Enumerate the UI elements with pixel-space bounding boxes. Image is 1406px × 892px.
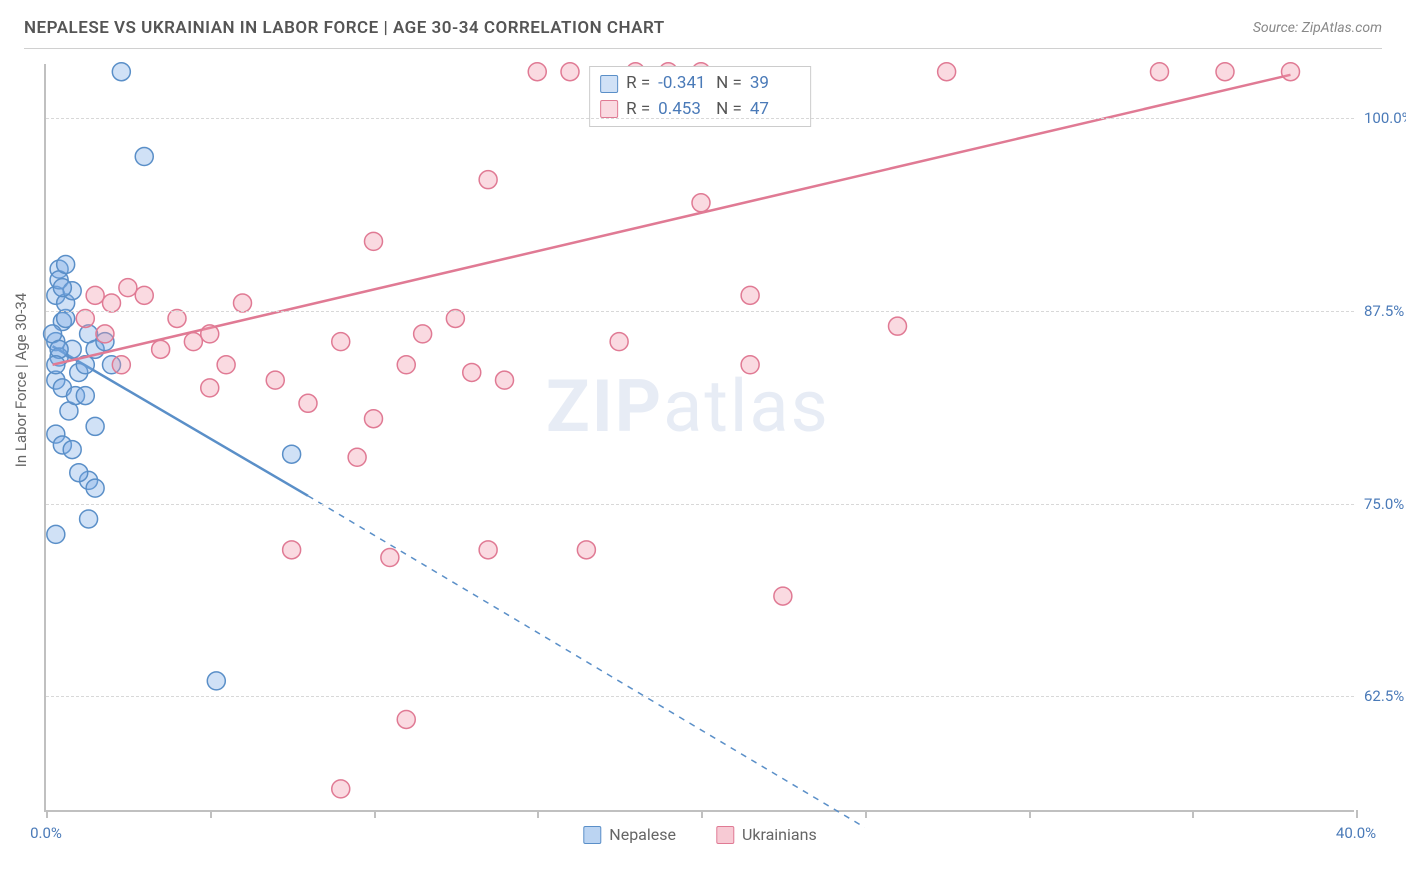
source-attribution: Source: ZipAtlas.com (1253, 20, 1382, 36)
r-label: R = (626, 71, 650, 97)
x-ще-mark (1192, 810, 1194, 818)
data-point-ukrainians (1151, 63, 1169, 81)
x-ще-mark (1356, 810, 1358, 818)
data-point-ukrainians (332, 780, 350, 798)
data-point-ukrainians (234, 294, 252, 312)
data-point-ukrainians (112, 356, 130, 374)
data-point-nepalese (112, 63, 130, 81)
chart-title: NEPALESE VS UKRAINIAN IN LABOR FORCE | A… (24, 18, 665, 38)
data-point-ukrainians (184, 333, 202, 351)
data-point-ukrainians (365, 410, 383, 428)
data-point-nepalese (86, 479, 104, 497)
data-point-ukrainians (938, 63, 956, 81)
data-point-ukrainians (283, 541, 301, 559)
x-ще-mark (210, 810, 212, 818)
data-point-nepalese (283, 445, 301, 463)
data-point-ukrainians (96, 325, 114, 343)
stats-row-nepalese: R = -0.341 N = 39 (600, 71, 800, 97)
legend-item-nepalese: Nepalese (583, 825, 676, 844)
data-point-ukrainians (1282, 63, 1300, 81)
x-ще-mark (537, 810, 539, 818)
data-point-ukrainians (479, 171, 497, 189)
legend-item-ukrainians: Ukrainians (716, 825, 817, 844)
data-point-ukrainians (217, 356, 235, 374)
data-point-ukrainians (496, 371, 514, 389)
data-point-ukrainians (76, 309, 94, 327)
data-point-ukrainians (528, 63, 546, 81)
data-point-ukrainians (381, 549, 399, 567)
data-point-ukrainians (741, 356, 759, 374)
data-point-ukrainians (365, 232, 383, 250)
data-point-ukrainians (446, 309, 464, 327)
y-tick-label: 100.0% (1364, 109, 1406, 127)
data-point-ukrainians (348, 448, 366, 466)
data-point-nepalese (86, 417, 104, 435)
legend-label-ukrainians: Ukrainians (742, 825, 817, 844)
data-point-ukrainians (397, 356, 415, 374)
legend-label-nepalese: Nepalese (609, 825, 676, 844)
x-ще-mark (865, 810, 867, 818)
grid-line (46, 696, 1354, 697)
data-point-ukrainians (692, 194, 710, 212)
n-label: N = (716, 71, 742, 97)
data-point-ukrainians (397, 710, 415, 728)
data-point-ukrainians (266, 371, 284, 389)
data-point-nepalese (70, 464, 88, 482)
plot-svg (46, 64, 1354, 810)
data-point-nepalese (63, 441, 81, 459)
data-point-nepalese (135, 148, 153, 166)
chart-container: NEPALESE VS UKRAINIAN IN LABOR FORCE | A… (0, 0, 1406, 892)
data-point-ukrainians (889, 317, 907, 335)
grid-line (46, 504, 1354, 505)
data-point-nepalese (80, 510, 98, 528)
data-point-ukrainians (577, 541, 595, 559)
x-tick-label: 0.0% (30, 824, 62, 842)
data-point-nepalese (76, 387, 94, 405)
plot-area: ZIPatlas R = -0.341 N = 39 R = 0.453 N =… (44, 64, 1354, 812)
data-point-ukrainians (168, 309, 186, 327)
data-point-ukrainians (774, 587, 792, 605)
data-point-nepalese (57, 255, 75, 273)
x-ще-mark (1029, 810, 1031, 818)
data-point-ukrainians (201, 325, 219, 343)
x-tick-label: 40.0% (1336, 824, 1376, 842)
y-tick-label: 87.5% (1364, 302, 1406, 320)
swatch-ukrainians (600, 100, 618, 118)
data-point-ukrainians (152, 340, 170, 358)
legend-swatch-nepalese (583, 826, 601, 844)
chart-header: NEPALESE VS UKRAINIAN IN LABOR FORCE | A… (24, 18, 1382, 49)
r-value-nepalese: -0.341 (658, 71, 708, 97)
y-tick-label: 62.5% (1364, 687, 1406, 705)
data-point-ukrainians (610, 333, 628, 351)
data-point-ukrainians (332, 333, 350, 351)
n-value-nepalese: 39 (750, 71, 800, 97)
data-point-ukrainians (299, 394, 317, 412)
legend-swatch-ukrainians (716, 826, 734, 844)
grid-line (46, 118, 1354, 119)
data-point-ukrainians (561, 63, 579, 81)
data-point-ukrainians (119, 279, 137, 297)
x-ще-mark (701, 810, 703, 818)
x-ще-mark (46, 810, 48, 818)
y-tick-label: 75.0% (1364, 495, 1406, 513)
grid-line (46, 311, 1354, 312)
data-point-ukrainians (103, 294, 121, 312)
data-point-ukrainians (135, 286, 153, 304)
data-point-ukrainians (479, 541, 497, 559)
data-point-nepalese (207, 672, 225, 690)
data-point-ukrainians (1216, 63, 1234, 81)
y-axis-label: In Labor Force | Age 30-34 (12, 293, 30, 467)
data-point-ukrainians (741, 286, 759, 304)
x-ще-mark (374, 810, 376, 818)
data-point-ukrainians (86, 286, 104, 304)
data-point-nepalese (53, 279, 71, 297)
data-point-ukrainians (201, 379, 219, 397)
swatch-nepalese (600, 75, 618, 93)
data-point-ukrainians (414, 325, 432, 343)
legend: Nepalese Ukrainians (583, 825, 816, 844)
data-point-ukrainians (463, 363, 481, 381)
data-point-nepalese (47, 525, 65, 543)
